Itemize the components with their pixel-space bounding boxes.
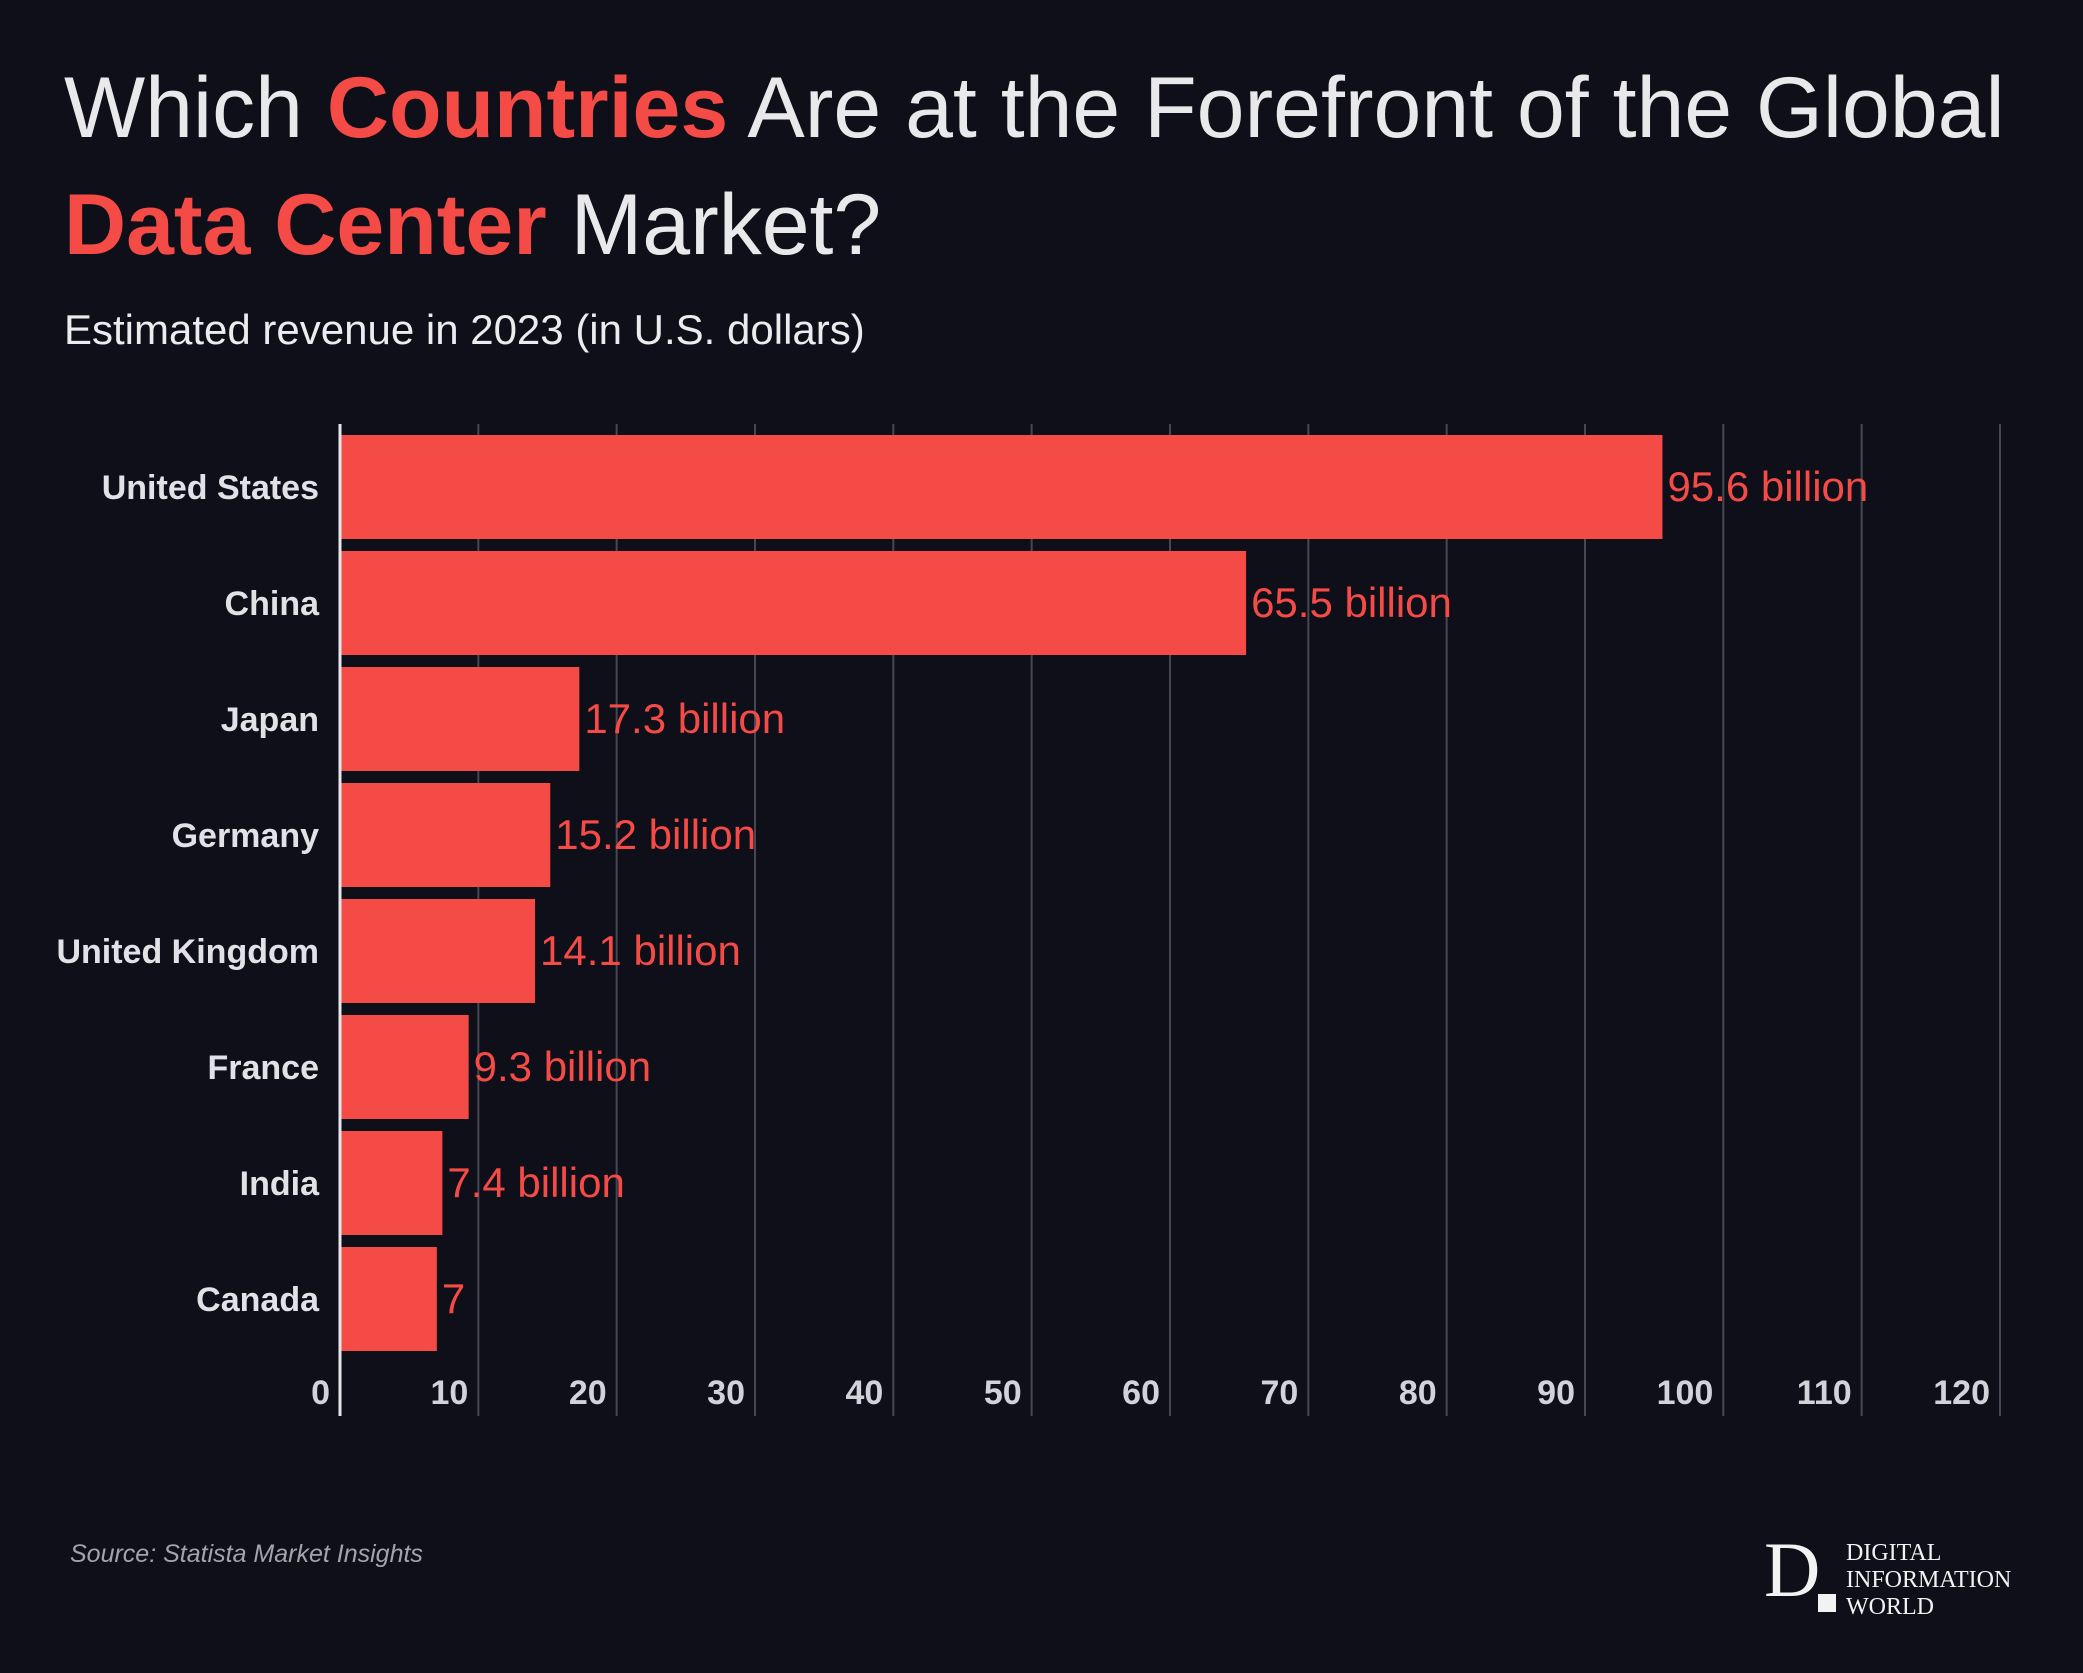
- x-tick-label: 70: [1261, 1374, 1299, 1412]
- chart-title: Which Countries Are at the Forefront of …: [64, 50, 2044, 284]
- bar: [340, 899, 536, 1003]
- bar: [340, 667, 580, 771]
- x-tick-label: 0: [311, 1374, 330, 1412]
- title-highlight-data-center: Data Center: [64, 177, 547, 273]
- category-label: Germany: [172, 817, 319, 855]
- x-tick-label: 90: [1537, 1374, 1575, 1412]
- title-text-3: Market?: [546, 177, 882, 273]
- data-label: 15.2 billion: [555, 811, 756, 858]
- data-label: 65.5 billion: [1251, 579, 1452, 626]
- x-tick-label: 120: [1933, 1374, 1990, 1412]
- title-highlight-countries: Countries: [326, 60, 729, 156]
- x-tick-label: 40: [846, 1374, 884, 1412]
- data-label: 17.3 billion: [584, 695, 785, 742]
- data-label: 14.1 billion: [540, 927, 741, 974]
- logo-line-3: WORLD: [1846, 1594, 1934, 1620]
- chart-subtitle: Estimated revenue in 2023 (in U.S. dolla…: [64, 306, 865, 353]
- category-label: Canada: [196, 1281, 320, 1319]
- bar: [340, 1015, 469, 1119]
- x-tick-label: 30: [707, 1374, 745, 1412]
- x-tick-label: 100: [1657, 1374, 1714, 1412]
- category-label: India: [240, 1165, 320, 1203]
- source-note: Source: Statista Market Insights: [70, 1540, 423, 1568]
- title-text-1: Which: [64, 60, 327, 156]
- title-text-2: Are at the Forefront of the Global: [728, 60, 2005, 156]
- x-tick-label: 60: [1122, 1374, 1160, 1412]
- bar: [340, 1131, 443, 1235]
- data-label: 7.4 billion: [447, 1159, 624, 1206]
- x-tick-label: 110: [1797, 1374, 1852, 1412]
- bar: [340, 435, 1663, 539]
- data-label: 7: [442, 1275, 465, 1322]
- logo-wordmark: DIGITAL INFORMATION WORLD: [1846, 1540, 2011, 1621]
- category-label: China: [225, 585, 321, 623]
- x-tick-label: 20: [569, 1374, 607, 1412]
- logo-line-1: DIGITAL: [1846, 1540, 1942, 1566]
- brand-logo: D DIGITAL INFORMATION WORLD: [1764, 1530, 2024, 1621]
- logo-square-icon: [1818, 1594, 1836, 1612]
- x-tick-label: 10: [431, 1374, 469, 1412]
- bar: [340, 551, 1247, 655]
- logo-letter: D: [1764, 1526, 1821, 1613]
- category-label: United States: [102, 469, 319, 507]
- data-label: 9.3 billion: [474, 1043, 651, 1090]
- category-label: United Kingdom: [56, 933, 319, 971]
- category-label: France: [208, 1049, 320, 1087]
- bar: [340, 1247, 437, 1351]
- bar: [340, 783, 551, 887]
- x-tick-label: 80: [1399, 1374, 1437, 1412]
- logo-line-2: INFORMATION: [1846, 1567, 2012, 1593]
- data-label: 95.6 billion: [1667, 463, 1868, 510]
- x-tick-label: 50: [984, 1374, 1022, 1412]
- category-label: Japan: [221, 701, 319, 739]
